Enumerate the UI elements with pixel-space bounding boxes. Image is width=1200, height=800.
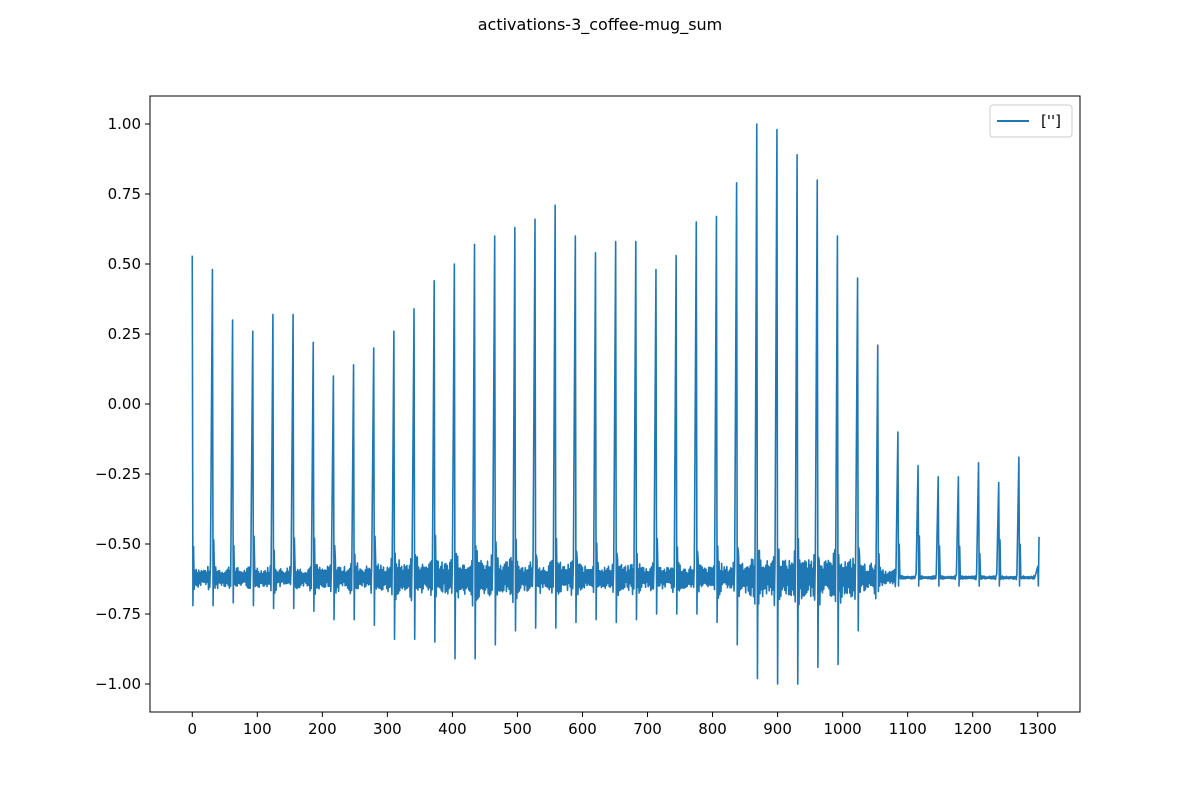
x-tick-label: 800 <box>698 720 727 738</box>
x-tick-label: 300 <box>373 720 402 738</box>
x-tick-label: 200 <box>308 720 337 738</box>
x-tick-label: 1100 <box>889 720 927 738</box>
series-line <box>191 123 1040 685</box>
legend-box <box>989 104 1073 138</box>
x-tick-label: 1300 <box>1019 720 1057 738</box>
y-tick-label: 0.25 <box>108 325 141 343</box>
legend: [''] <box>989 104 1073 138</box>
chart-title: activations-3_coffee-mug_sum <box>478 15 723 35</box>
x-tick-label: 1200 <box>954 720 992 738</box>
y-tick-label: 0.75 <box>108 185 141 203</box>
y-tick-label: −0.75 <box>95 605 141 623</box>
y-tick-label: −1.00 <box>95 675 141 693</box>
x-tick-label: 600 <box>568 720 597 738</box>
y-tick-label: −0.50 <box>95 535 141 553</box>
y-axis: 1.00 0.75 0.50 0.25 0.00 −0.25 −0.50 −0.75 −1.00 <box>95 115 150 693</box>
x-tick-label: 100 <box>243 720 272 738</box>
x-tick-label: 1000 <box>824 720 862 738</box>
y-tick-label: 0.50 <box>108 255 141 273</box>
y-tick-label: 0.00 <box>108 395 141 413</box>
x-tick-label: 0 <box>187 720 197 738</box>
legend-label: [''] <box>1041 112 1061 130</box>
y-tick-label: −0.25 <box>95 465 141 483</box>
x-axis: 0 100 200 300 400 500 600 700 800 900 1000 1100 1200… <box>187 712 1057 738</box>
x-tick-label: 700 <box>633 720 662 738</box>
y-tick-label: 1.00 <box>108 115 141 133</box>
x-tick-label: 400 <box>438 720 467 738</box>
x-tick-label: 500 <box>503 720 532 738</box>
x-tick-label: 900 <box>763 720 792 738</box>
